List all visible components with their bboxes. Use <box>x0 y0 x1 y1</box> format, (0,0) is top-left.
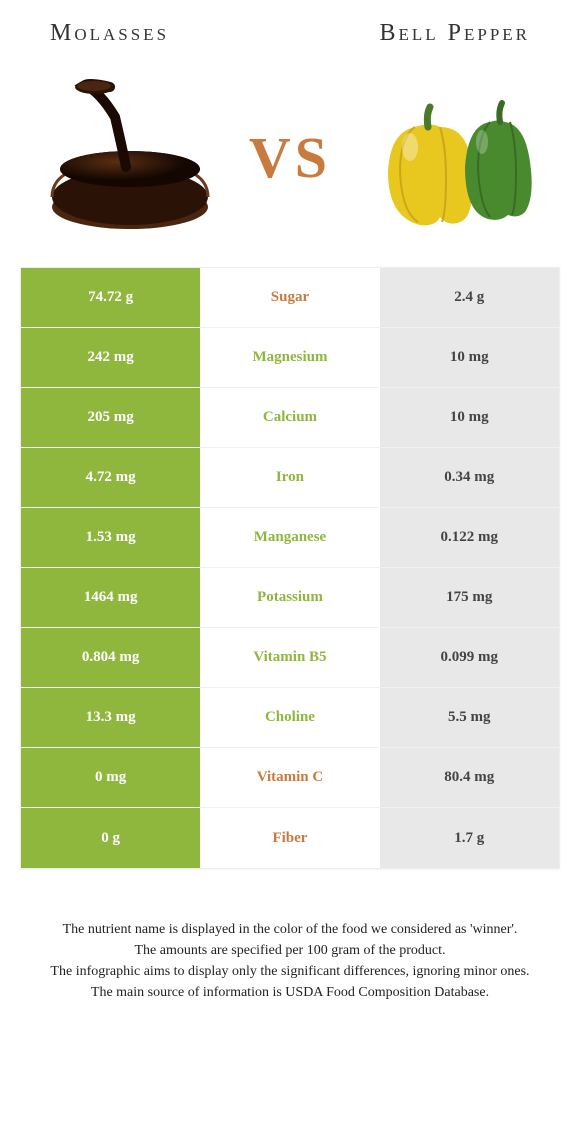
table-row: 1.53 mgManganese0.122 mg <box>21 508 559 568</box>
table-row: 205 mgCalcium10 mg <box>21 388 559 448</box>
right-value: 10 mg <box>380 388 559 447</box>
left-value: 205 mg <box>21 388 200 447</box>
comparison-table: 74.72 gSugar2.4 g242 mgMagnesium10 mg205… <box>20 267 560 869</box>
footer-line: The amounts are specified per 100 gram o… <box>30 940 550 961</box>
left-value: 0 mg <box>21 748 200 807</box>
nutrient-name: Potassium <box>200 568 379 627</box>
table-row: 4.72 mgIron0.34 mg <box>21 448 559 508</box>
table-row: 13.3 mgCholine5.5 mg <box>21 688 559 748</box>
left-value: 1.53 mg <box>21 508 200 567</box>
footer-line: The infographic aims to display only the… <box>30 961 550 982</box>
nutrient-name: Manganese <box>200 508 379 567</box>
right-value: 0.099 mg <box>380 628 559 687</box>
left-value: 4.72 mg <box>21 448 200 507</box>
nutrient-name: Fiber <box>200 808 379 868</box>
table-row: 242 mgMagnesium10 mg <box>21 328 559 388</box>
molasses-image <box>40 77 220 237</box>
left-value: 0.804 mg <box>21 628 200 687</box>
left-food-title: Molasses <box>50 20 169 47</box>
right-value: 80.4 mg <box>380 748 559 807</box>
nutrient-name: Vitamin B5 <box>200 628 379 687</box>
right-value: 10 mg <box>380 328 559 387</box>
nutrient-name: Calcium <box>200 388 379 447</box>
table-row: 74.72 gSugar2.4 g <box>21 268 559 328</box>
left-value: 74.72 g <box>21 268 200 327</box>
left-value: 1464 mg <box>21 568 200 627</box>
nutrient-name: Choline <box>200 688 379 747</box>
left-value: 242 mg <box>21 328 200 387</box>
right-value: 2.4 g <box>380 268 559 327</box>
left-value: 13.3 mg <box>21 688 200 747</box>
table-row: 1464 mgPotassium175 mg <box>21 568 559 628</box>
nutrient-name: Magnesium <box>200 328 379 387</box>
right-value: 0.122 mg <box>380 508 559 567</box>
footer-notes: The nutrient name is displayed in the co… <box>20 869 560 1003</box>
header: Molasses Bell Pepper <box>20 20 560 57</box>
nutrient-name: Vitamin C <box>200 748 379 807</box>
hero-row: VS <box>20 57 560 267</box>
vs-label: VS <box>249 124 331 191</box>
right-value: 5.5 mg <box>380 688 559 747</box>
table-row: 0 gFiber1.7 g <box>21 808 559 868</box>
right-value: 175 mg <box>380 568 559 627</box>
nutrient-name: Sugar <box>200 268 379 327</box>
table-row: 0.804 mgVitamin B50.099 mg <box>21 628 559 688</box>
right-value: 1.7 g <box>380 808 559 868</box>
left-value: 0 g <box>21 808 200 868</box>
footer-line: The nutrient name is displayed in the co… <box>30 919 550 940</box>
right-value: 0.34 mg <box>380 448 559 507</box>
right-food-title: Bell Pepper <box>379 20 530 47</box>
footer-line: The main source of information is USDA F… <box>30 982 550 1003</box>
bellpepper-image <box>360 77 540 237</box>
nutrient-name: Iron <box>200 448 379 507</box>
table-row: 0 mgVitamin C80.4 mg <box>21 748 559 808</box>
